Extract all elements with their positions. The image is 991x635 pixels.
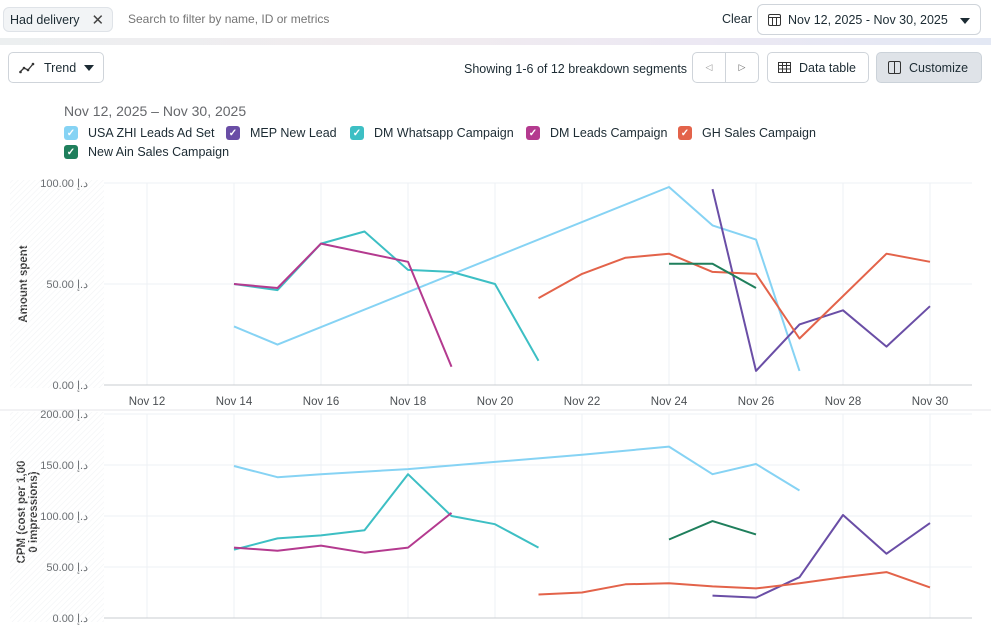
close-icon[interactable]: ✕	[91, 11, 105, 29]
legend-label: DM Whatsapp Campaign	[374, 126, 514, 140]
data-table-button[interactable]: Data table	[767, 52, 869, 83]
view-label: Trend	[44, 60, 77, 75]
checkbox-checked-icon[interactable]: ✓	[64, 145, 78, 159]
cpm-axis-label: CPM (cost per 1,00 0 impressions)	[16, 442, 40, 582]
x-tick-label: Nov 26	[738, 396, 774, 408]
legend-label: New Ain Sales Campaign	[88, 145, 230, 159]
y-tick-label: 50.00 د.إ	[46, 279, 88, 291]
legend-item[interactable]: ✓ GH Sales Campaign	[678, 126, 816, 140]
series-line	[712, 514, 931, 599]
series-line	[538, 571, 931, 596]
chart-toolbar: Trend Showing 1-6 of 12 breakdown segmen…	[0, 45, 991, 93]
caret-down-icon	[84, 64, 95, 71]
x-tick-label: Nov 12	[129, 396, 165, 408]
x-tick-label: Nov 24	[651, 396, 688, 408]
x-tick-label: Nov 22	[564, 396, 600, 408]
series-line	[233, 242, 453, 368]
series-line	[233, 512, 453, 554]
legend-item[interactable]: ✓ USA ZHI Leads Ad Set	[64, 126, 214, 140]
checkbox-checked-icon[interactable]: ✓	[678, 126, 692, 140]
legend-item[interactable]: ✓ MEP New Lead	[226, 126, 337, 140]
x-tick-label: Nov 16	[303, 396, 339, 408]
prev-page-button[interactable]: ◁	[693, 53, 726, 82]
y-tick-label: 100.00 د.إ	[40, 178, 88, 190]
cpm-axis-label-line-1: CPM (cost per 1,00	[16, 460, 28, 564]
series-line	[669, 262, 757, 289]
data-table-label: Data table	[799, 60, 856, 75]
amount-spent-axis-label: Amount spent	[18, 245, 30, 323]
checkbox-checked-icon[interactable]: ✓	[526, 126, 540, 140]
series-line	[233, 445, 801, 492]
legend-label: USA ZHI Leads Ad Set	[88, 126, 215, 140]
x-tick-label: Nov 20	[477, 396, 513, 408]
customize-button[interactable]: Customize	[876, 52, 982, 83]
series-line	[668, 520, 757, 541]
search-input[interactable]	[128, 12, 608, 26]
next-page-button[interactable]: ▷	[738, 62, 746, 72]
x-tick-label: Nov 28	[825, 396, 861, 408]
cpm-chart: 0.00 د.إ 50.00 د.إ 100.00 د.إ 150.00 د.إ 200…	[40, 409, 972, 625]
y-tick-label: 0.00 د.إ	[53, 613, 89, 625]
chart-date-range: Nov 12, 2025 – Nov 30, 2025	[64, 103, 247, 119]
amount-spent-chart: 0.00 د.إ 50.00 د.إ 100.00 د.إ Nov 12 Nov 14 N…	[0, 178, 991, 411]
clear-button[interactable]: Clear	[722, 12, 752, 26]
y-tick-label: 200.00 د.إ	[40, 409, 88, 421]
filter-bar: Had delivery ✕ Clear Nov 12, 2025 - Nov …	[0, 0, 991, 38]
filter-chip-label: Had delivery	[10, 12, 80, 27]
x-tick-label: Nov 14	[216, 396, 253, 408]
series-line	[233, 186, 801, 372]
legend-label: MEP New Lead	[250, 126, 337, 140]
date-range-picker[interactable]: Nov 12, 2025 - Nov 30, 2025	[757, 4, 981, 35]
series-line	[233, 473, 539, 551]
customize-label: Customize	[909, 60, 969, 75]
checkbox-checked-icon[interactable]: ✓	[64, 126, 78, 140]
series-line	[233, 230, 540, 362]
panel-icon	[888, 61, 901, 74]
legend-item[interactable]: ✓ DM Whatsapp Campaign	[350, 126, 514, 140]
checkbox-checked-icon[interactable]: ✓	[350, 126, 364, 140]
segments-count: Showing 1-6 of 12 breakdown segments	[464, 62, 688, 76]
legend-label: GH Sales Campaign	[702, 126, 816, 140]
legend-item[interactable]: ✓ New Ain Sales Campaign	[64, 145, 229, 159]
cpm-axis-label-line-2: 0 impressions)	[28, 471, 40, 553]
y-tick-label: 50.00 د.إ	[46, 562, 88, 574]
legend-item[interactable]: ✓ DM Leads Campaign	[526, 126, 667, 140]
y-tick-label: 0.00 د.إ	[53, 380, 89, 392]
view-dropdown[interactable]: Trend	[8, 52, 104, 83]
y-tick-label: 150.00 د.إ	[40, 460, 88, 472]
calendar-icon	[768, 13, 781, 26]
trend-icon	[19, 62, 35, 73]
legend-label: DM Leads Campaign	[550, 126, 668, 140]
y-tick-label: 100.00 د.إ	[40, 511, 88, 523]
divider	[0, 38, 991, 45]
x-tick-label: Nov 18	[390, 396, 426, 408]
checkbox-checked-icon[interactable]: ✓	[226, 126, 240, 140]
series-line	[538, 252, 931, 340]
caret-down-icon	[960, 18, 970, 24]
filter-chip-had-delivery[interactable]: Had delivery ✕	[3, 7, 114, 32]
series-line	[711, 188, 931, 372]
x-tick-label: Nov 30	[912, 396, 948, 408]
segment-pager: ◁ ▷	[692, 52, 759, 83]
table-icon	[778, 62, 791, 73]
date-range-value: Nov 12, 2025 - Nov 30, 2025	[788, 12, 948, 27]
